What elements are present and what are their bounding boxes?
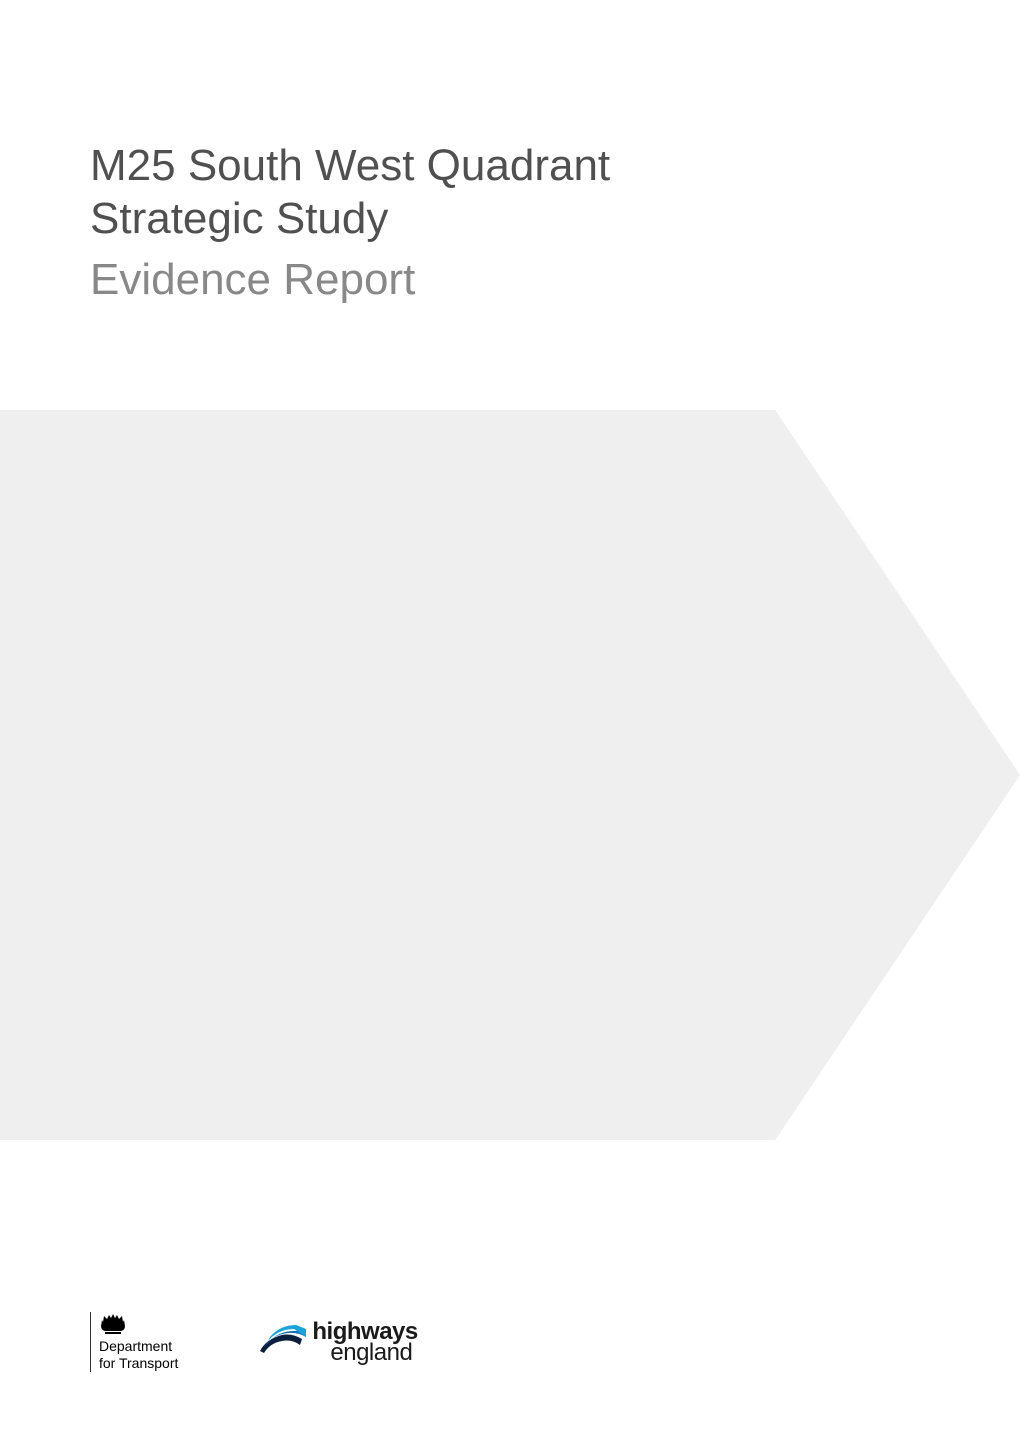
dft-logo: Department for Transport: [90, 1312, 178, 1372]
he-word-england: england: [330, 1342, 417, 1364]
he-arrow-swoosh-icon: [258, 1321, 306, 1359]
title-block: M25 South West Quadrant Strategic Study …: [90, 140, 930, 306]
title-line-2: Strategic Study: [90, 194, 388, 243]
he-text-block: highways england: [312, 1321, 417, 1364]
document-subtitle: Evidence Report: [90, 254, 930, 307]
uk-crown-icon: [99, 1312, 127, 1334]
highways-england-logo: highways england: [258, 1321, 417, 1364]
title-line-1: M25 South West Quadrant: [90, 141, 610, 190]
dft-text-line-1: Department: [99, 1338, 172, 1355]
document-title: M25 South West Quadrant Strategic Study: [90, 140, 930, 246]
hero-arrow-shape: [0, 410, 1020, 1140]
content-area: M25 South West Quadrant Strategic Study …: [0, 0, 1020, 306]
dft-text-line-2: for Transport: [99, 1355, 178, 1372]
footer-logos: Department for Transport highways englan…: [90, 1312, 418, 1372]
